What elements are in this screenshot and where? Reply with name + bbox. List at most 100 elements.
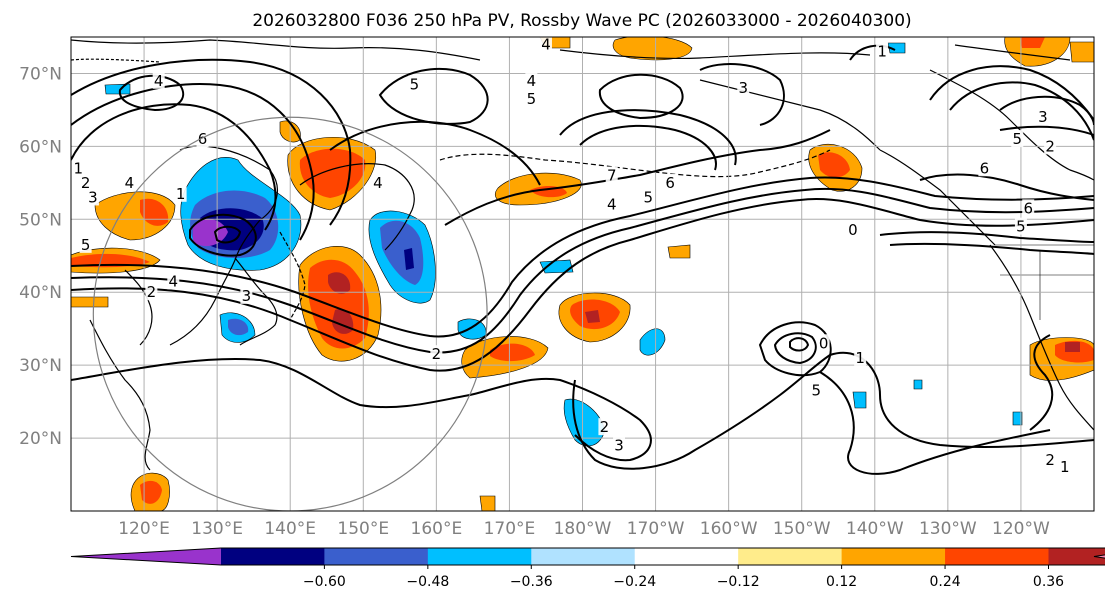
contour-label-background [854, 348, 867, 366]
contour-label: 5 [1016, 218, 1026, 236]
contour-label-background [196, 130, 209, 148]
contour-label-background [978, 159, 991, 177]
longitude-tick-label: 150°W [773, 519, 831, 539]
contour-label: 5 [812, 382, 822, 400]
contour-label: 6 [1023, 199, 1033, 217]
contour-label-background [664, 173, 677, 191]
colorbar-tick-label: 0.12 [826, 574, 857, 590]
influence-circle [92, 116, 488, 511]
contour-label: 4 [527, 72, 537, 90]
contour-label-background [79, 173, 92, 191]
contour-label-background [174, 184, 187, 202]
contour-label: 4 [373, 174, 383, 192]
contour-label: 3 [614, 436, 624, 454]
contour-label-background [408, 75, 421, 93]
contour-label-background [817, 334, 830, 352]
contour-label-background [642, 188, 655, 206]
longitude-tick-label: 120°E [118, 519, 170, 539]
longitude-tick-label: 120°W [992, 519, 1050, 539]
contour-label-background [1058, 458, 1071, 476]
contour-label: 1 [855, 349, 865, 367]
contour-label: 6 [198, 130, 208, 148]
latitude-tick-label: 40°N [19, 283, 62, 303]
contour-label: 4 [125, 174, 135, 192]
longitude-tick-label: 140°W [846, 519, 904, 539]
contour-label-background [810, 381, 823, 399]
colorbar-tick-label: −0.12 [717, 574, 760, 590]
colorbar-tick-label: −0.48 [406, 574, 449, 590]
contour-label-background [430, 345, 443, 363]
contour-label: 3 [1038, 108, 1048, 126]
contour-label: 6 [980, 159, 990, 177]
contour-label: 4 [154, 72, 164, 90]
positive-anomaly-southwest [130, 472, 496, 511]
colorbar: −0.60−0.48−0.36−0.24−0.120.120.240.360.4… [70, 547, 1105, 590]
contour-label-background [1022, 199, 1035, 217]
longitude-tick-label: 160°W [700, 519, 758, 539]
contour-label-background [167, 272, 180, 290]
contour-label-background [539, 37, 552, 53]
contour-label-background [525, 71, 538, 89]
colorbar-segment [1048, 548, 1105, 565]
contour-label-background [613, 436, 626, 454]
longitude-tick-label: 180°W [554, 519, 612, 539]
contour-label: 3 [738, 79, 748, 97]
contour-label-background [240, 286, 253, 304]
colorbar-segment [220, 548, 325, 565]
positive-anomaly-west [71, 191, 176, 308]
colorbar-tick-label: 0.24 [929, 574, 960, 590]
contour-label-background [598, 418, 611, 436]
contour-label: 2 [1045, 451, 1055, 469]
latitude-tick-label: 20°N [19, 429, 62, 449]
colorbar-outline [70, 547, 1105, 566]
longitude-tick-label: 130°W [919, 519, 977, 539]
map-frame [70, 36, 1095, 512]
colorbar-extension-low [71, 548, 221, 565]
contour-label-background [123, 173, 136, 191]
latitude-tick-label: 60°N [19, 137, 62, 157]
contour-label: 0 [819, 334, 829, 352]
pv-contours [71, 44, 1094, 475]
contour-label-background [1011, 130, 1024, 148]
contour-label-background [846, 221, 859, 239]
contour-label: 3 [242, 287, 252, 305]
contour-label: 2 [1045, 137, 1055, 155]
colorbar-segment [324, 548, 429, 565]
longitude-tick-label: 170°W [627, 519, 685, 539]
colorbar-segment [738, 548, 843, 565]
contour-label: 5 [527, 90, 537, 108]
contour-label-background [145, 283, 158, 301]
contour-label: 3 [88, 188, 98, 206]
contour-label-background [605, 166, 618, 184]
contour-label-background [525, 89, 538, 107]
contour-label-background [79, 235, 92, 253]
contour-label-background [371, 173, 384, 191]
colorbar-segment [634, 548, 739, 565]
contour-label: 1 [1060, 458, 1070, 476]
contour-label-background [1036, 108, 1049, 126]
colorbar-tick-label: −0.60 [303, 574, 346, 590]
latitude-tick-label: 30°N [19, 356, 62, 376]
contour-label: 0 [848, 221, 858, 239]
latitude-tick-label: 70°N [19, 64, 62, 84]
negative-anomaly-kamchatka [368, 210, 436, 304]
longitude-tick-labels: 120°E 130°E 140°E 150°E 160°E 170°E 180°W 170°W… [118, 519, 1050, 539]
contour-label: 4 [169, 272, 179, 290]
contour-label: 2 [600, 418, 610, 436]
contour-label-background [1014, 217, 1027, 235]
contour-label-background [72, 159, 85, 177]
contour-label: 5 [410, 75, 420, 93]
contour-label: 1 [877, 43, 887, 61]
longitude-tick-label: 140°E [264, 519, 316, 539]
contour-label: 1 [176, 185, 186, 203]
figure-title: 2026032800 F036 250 hPa PV, Rossby Wave … [252, 11, 911, 31]
contour-label: 2 [81, 174, 91, 192]
colorbar-tick-label: −0.36 [510, 574, 553, 590]
longitude-tick-label: 160°E [411, 519, 463, 539]
contour-label-background [876, 42, 889, 60]
colorbar-tick-label: −0.24 [613, 574, 656, 590]
colorbar-segment [841, 548, 946, 565]
